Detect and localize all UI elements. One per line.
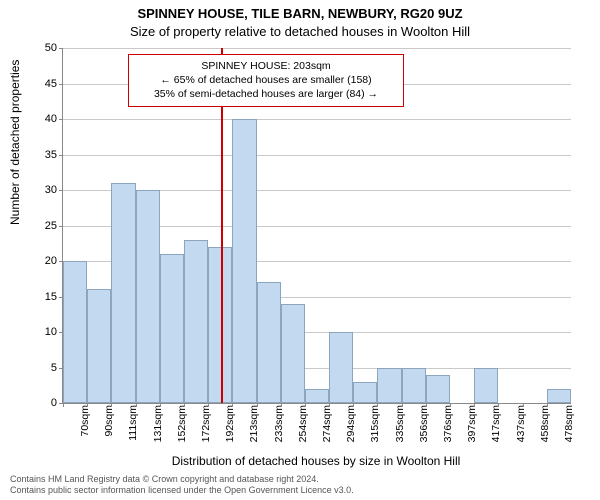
x-tick-mark: [474, 403, 475, 407]
y-tick-mark: [59, 48, 63, 49]
histogram-bar: [377, 368, 401, 404]
y-tick-mark: [59, 190, 63, 191]
x-tick-mark: [353, 403, 354, 407]
y-tick-label: 10: [33, 326, 57, 338]
x-tick-label: 274sqm: [321, 403, 333, 442]
chart-title-sub: Size of property relative to detached ho…: [0, 24, 600, 39]
y-tick-mark: [59, 84, 63, 85]
footer-credits: Contains HM Land Registry data © Crown c…: [10, 474, 354, 497]
y-tick-label: 30: [33, 184, 57, 196]
x-tick-label: 172sqm: [200, 403, 212, 442]
x-tick-mark: [281, 403, 282, 407]
x-tick-mark: [377, 403, 378, 407]
y-tick-label: 35: [33, 149, 57, 161]
y-tick-mark: [59, 226, 63, 227]
x-tick-mark: [257, 403, 258, 407]
x-tick-mark: [426, 403, 427, 407]
x-tick-label: 233sqm: [273, 403, 285, 442]
y-tick-mark: [59, 155, 63, 156]
x-tick-mark: [498, 403, 499, 407]
histogram-bar: [136, 190, 160, 403]
x-tick-label: 192sqm: [224, 403, 236, 442]
footer-line-1: Contains HM Land Registry data © Crown c…: [10, 474, 354, 485]
footer-line-2: Contains public sector information licen…: [10, 485, 354, 496]
x-tick-label: 254sqm: [297, 403, 309, 442]
chart-title-main: SPINNEY HOUSE, TILE BARN, NEWBURY, RG20 …: [0, 6, 600, 21]
histogram-bar: [160, 254, 184, 403]
annotation-line-3: 35% of semi-detached houses are larger (…: [137, 87, 395, 101]
histogram-bar: [426, 375, 450, 403]
x-tick-mark: [63, 403, 64, 407]
y-tick-label: 40: [33, 113, 57, 125]
x-tick-label: 437sqm: [515, 403, 527, 442]
x-tick-label: 111sqm: [127, 403, 139, 441]
y-tick-label: 45: [33, 78, 57, 90]
y-tick-label: 5: [33, 362, 57, 374]
x-axis-label: Distribution of detached houses by size …: [62, 454, 570, 468]
x-tick-mark: [232, 403, 233, 407]
x-tick-mark: [523, 403, 524, 407]
x-tick-label: 131sqm: [152, 403, 164, 442]
annotation-line-2: ← 65% of detached houses are smaller (15…: [137, 73, 395, 87]
histogram-bar: [184, 240, 208, 403]
histogram-bar: [402, 368, 426, 404]
x-tick-mark: [547, 403, 548, 407]
histogram-bar: [281, 304, 305, 403]
histogram-bar: [63, 261, 87, 403]
x-tick-label: 315sqm: [369, 403, 381, 442]
x-tick-label: 70sqm: [79, 403, 91, 437]
annotation-line-1: SPINNEY HOUSE: 203sqm: [137, 59, 395, 73]
x-tick-label: 335sqm: [394, 403, 406, 442]
histogram-chart: SPINNEY HOUSE, TILE BARN, NEWBURY, RG20 …: [0, 0, 600, 500]
x-tick-mark: [208, 403, 209, 407]
histogram-bar: [474, 368, 498, 404]
histogram-bar: [329, 332, 353, 403]
x-tick-mark: [160, 403, 161, 407]
y-tick-mark: [59, 119, 63, 120]
gridline: [63, 119, 571, 120]
x-tick-label: 458sqm: [539, 403, 551, 442]
y-tick-label: 50: [33, 42, 57, 54]
histogram-bar: [232, 119, 256, 403]
x-tick-label: 397sqm: [466, 403, 478, 442]
histogram-bar: [111, 183, 135, 403]
x-tick-label: 90sqm: [103, 403, 115, 437]
x-tick-label: 356sqm: [418, 403, 430, 442]
annotation-box: SPINNEY HOUSE: 203sqm← 65% of detached h…: [128, 54, 404, 107]
x-tick-label: 294sqm: [345, 403, 357, 442]
x-tick-label: 376sqm: [442, 403, 454, 442]
histogram-bar: [87, 289, 111, 403]
gridline: [63, 48, 571, 49]
y-tick-label: 25: [33, 220, 57, 232]
x-tick-label: 213sqm: [248, 403, 260, 442]
histogram-bar: [353, 382, 377, 403]
x-tick-label: 152sqm: [176, 403, 188, 442]
y-tick-label: 0: [33, 397, 57, 409]
y-tick-label: 15: [33, 291, 57, 303]
x-tick-mark: [402, 403, 403, 407]
x-tick-mark: [184, 403, 185, 407]
x-tick-label: 478sqm: [563, 403, 575, 442]
x-tick-mark: [136, 403, 137, 407]
histogram-bar: [257, 282, 281, 403]
x-tick-mark: [87, 403, 88, 407]
histogram-bar: [305, 389, 329, 403]
x-tick-mark: [329, 403, 330, 407]
y-tick-label: 20: [33, 255, 57, 267]
plot-area: 0510152025303540455070sqm90sqm111sqm131s…: [62, 48, 571, 404]
y-axis-label: Number of detached properties: [8, 60, 22, 225]
x-tick-label: 417sqm: [490, 403, 502, 442]
gridline: [63, 155, 571, 156]
histogram-bar: [547, 389, 571, 403]
x-tick-mark: [450, 403, 451, 407]
x-tick-mark: [305, 403, 306, 407]
x-tick-mark: [111, 403, 112, 407]
